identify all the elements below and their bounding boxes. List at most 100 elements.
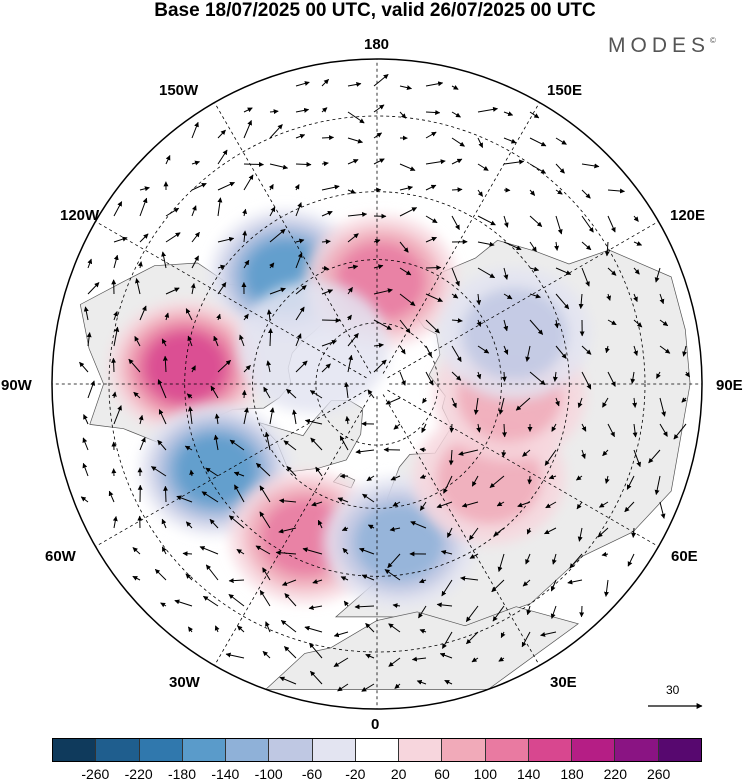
wind-arrow <box>133 391 141 399</box>
wind-arrow <box>83 306 89 321</box>
wind-arrow <box>581 215 594 233</box>
wind-arrow <box>581 189 591 199</box>
wind-arrow <box>425 345 432 358</box>
wind-arrow <box>659 293 665 305</box>
wind-arrow <box>451 267 460 287</box>
wind-arrow <box>529 319 544 335</box>
wind-arrow <box>243 107 253 113</box>
wind-arrow <box>555 215 563 235</box>
wind-arrow <box>87 380 96 399</box>
wind-arrow <box>268 328 274 347</box>
wind-arrow <box>139 197 148 217</box>
wind-arrow <box>139 186 150 192</box>
wind-arrow <box>529 137 547 147</box>
wind-arrow <box>425 81 444 87</box>
wind-arrow <box>555 189 563 195</box>
wind-arrow <box>113 326 120 347</box>
wind-arrow <box>191 205 197 217</box>
wind-arrow <box>473 397 479 415</box>
wind-arrow <box>581 423 587 432</box>
wind-arrow <box>471 475 479 487</box>
wind-arrow <box>632 397 638 408</box>
wind-arrow <box>191 160 200 166</box>
wind-arrow <box>165 232 181 243</box>
wind-arrow <box>503 159 525 165</box>
wind-arrow <box>191 182 207 191</box>
wind-arrow <box>229 439 245 451</box>
land-polygon <box>264 606 579 690</box>
wind-arrow <box>673 423 687 440</box>
wind-arrow <box>165 287 180 295</box>
lon-label-120e: 120E <box>670 207 706 224</box>
wind-arrow <box>243 407 249 425</box>
wind-arrow <box>225 652 245 659</box>
wind-arrow <box>83 414 89 425</box>
wind-arrow <box>607 215 616 233</box>
wind-arrow <box>659 319 669 327</box>
wind-arrow <box>654 267 661 283</box>
wind-arrow <box>567 579 583 585</box>
wind-arrow <box>604 345 610 354</box>
wind-arrow <box>80 496 89 503</box>
wind-arrow <box>451 371 462 381</box>
wind-arrow <box>256 462 271 477</box>
wind-arrow <box>525 553 531 565</box>
wind-arrow <box>451 397 457 409</box>
wind-arrow <box>555 397 560 407</box>
wind-arrow <box>468 527 479 541</box>
wind-arrow <box>321 289 334 295</box>
anomaly-contour-fill <box>461 287 568 380</box>
wind-arrow <box>185 573 193 581</box>
meridian-line <box>382 102 540 374</box>
wind-arrow <box>419 628 427 634</box>
wind-arrow <box>339 435 349 451</box>
wind-arrow <box>633 215 639 222</box>
wind-arrow <box>139 305 147 321</box>
wind-arrow <box>359 547 375 555</box>
wind-arrow <box>199 546 219 555</box>
wind-arrow <box>604 475 610 484</box>
wind-arrow <box>436 602 453 608</box>
wind-arrow <box>425 159 446 165</box>
wind-arrow <box>607 188 625 194</box>
wind-arrow <box>347 137 363 144</box>
wind-arrow <box>387 553 401 569</box>
wind-arrow <box>399 185 413 191</box>
wind-arrow <box>529 241 537 253</box>
wind-arrow <box>295 107 310 113</box>
wind-arrow <box>304 418 323 425</box>
negative-anomaly <box>438 267 591 400</box>
wind-arrow <box>217 129 226 139</box>
wind-arrow <box>529 163 547 174</box>
wind-arrow <box>598 501 609 508</box>
wind-arrow <box>385 397 401 405</box>
wind-arrow <box>217 359 231 373</box>
wind-arrow <box>555 293 570 310</box>
wind-arrow <box>269 206 276 217</box>
wind-arrow <box>440 549 453 555</box>
wind-arrow <box>373 342 384 348</box>
wind-arrow <box>344 381 350 399</box>
wind-arrow <box>436 501 453 509</box>
wind-arrow <box>321 184 340 191</box>
wind-arrow <box>602 449 609 457</box>
wind-arrow <box>184 445 193 451</box>
wind-arrow <box>529 215 543 227</box>
wind-arrow <box>228 594 245 607</box>
wind-arrow <box>311 501 323 507</box>
wind-arrow <box>632 423 638 438</box>
wind-arrow <box>79 361 89 373</box>
wind-arrow <box>425 215 438 224</box>
wind-arrow <box>555 163 565 174</box>
wind-arrow <box>416 679 427 685</box>
wind-arrow <box>347 189 356 194</box>
wind-arrow <box>373 359 387 373</box>
colorbar-swatch <box>53 739 97 761</box>
wind-arrow <box>190 283 196 295</box>
wind-arrow <box>269 228 286 243</box>
anomaly-contour-fill <box>174 433 257 506</box>
wind-arrow <box>498 656 505 662</box>
wind-arrow <box>503 345 509 355</box>
wind-arrow <box>581 267 590 287</box>
wind-arrow <box>269 109 279 115</box>
